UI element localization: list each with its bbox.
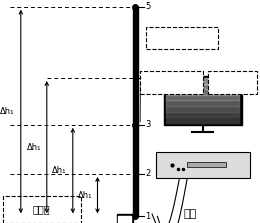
- Bar: [166, 78, 239, 123]
- Text: 图甲: 图甲: [183, 209, 196, 219]
- Text: Δh₁: Δh₁: [52, 166, 67, 175]
- Bar: [118, 216, 131, 222]
- Text: Δh₁: Δh₁: [0, 107, 15, 116]
- Bar: [166, 95, 239, 100]
- Bar: [166, 112, 239, 117]
- Text: 5: 5: [145, 2, 151, 11]
- Bar: [166, 117, 239, 123]
- Text: Δh₁: Δh₁: [27, 143, 42, 152]
- Bar: [166, 100, 239, 106]
- Bar: [166, 89, 239, 95]
- FancyBboxPatch shape: [3, 196, 81, 223]
- Text: 4: 4: [145, 74, 151, 83]
- Text: Δh₁: Δh₁: [78, 191, 93, 200]
- Bar: [156, 152, 250, 178]
- Text: 光电门: 光电门: [33, 205, 50, 215]
- FancyBboxPatch shape: [140, 71, 203, 94]
- FancyBboxPatch shape: [208, 71, 257, 94]
- FancyBboxPatch shape: [146, 27, 218, 49]
- Bar: [133, 7, 138, 216]
- Text: 黑磁带: 黑磁带: [164, 78, 180, 87]
- Bar: [164, 76, 242, 125]
- Bar: [187, 162, 226, 167]
- Text: 透明直尺: 透明直尺: [171, 33, 193, 42]
- Text: 计算机: 计算机: [225, 78, 241, 87]
- Bar: [166, 78, 239, 84]
- Bar: [166, 106, 239, 112]
- Text: 3: 3: [145, 120, 151, 129]
- Bar: [166, 84, 239, 89]
- Text: 1: 1: [145, 212, 151, 221]
- Bar: [117, 214, 133, 223]
- Text: 2: 2: [145, 169, 151, 178]
